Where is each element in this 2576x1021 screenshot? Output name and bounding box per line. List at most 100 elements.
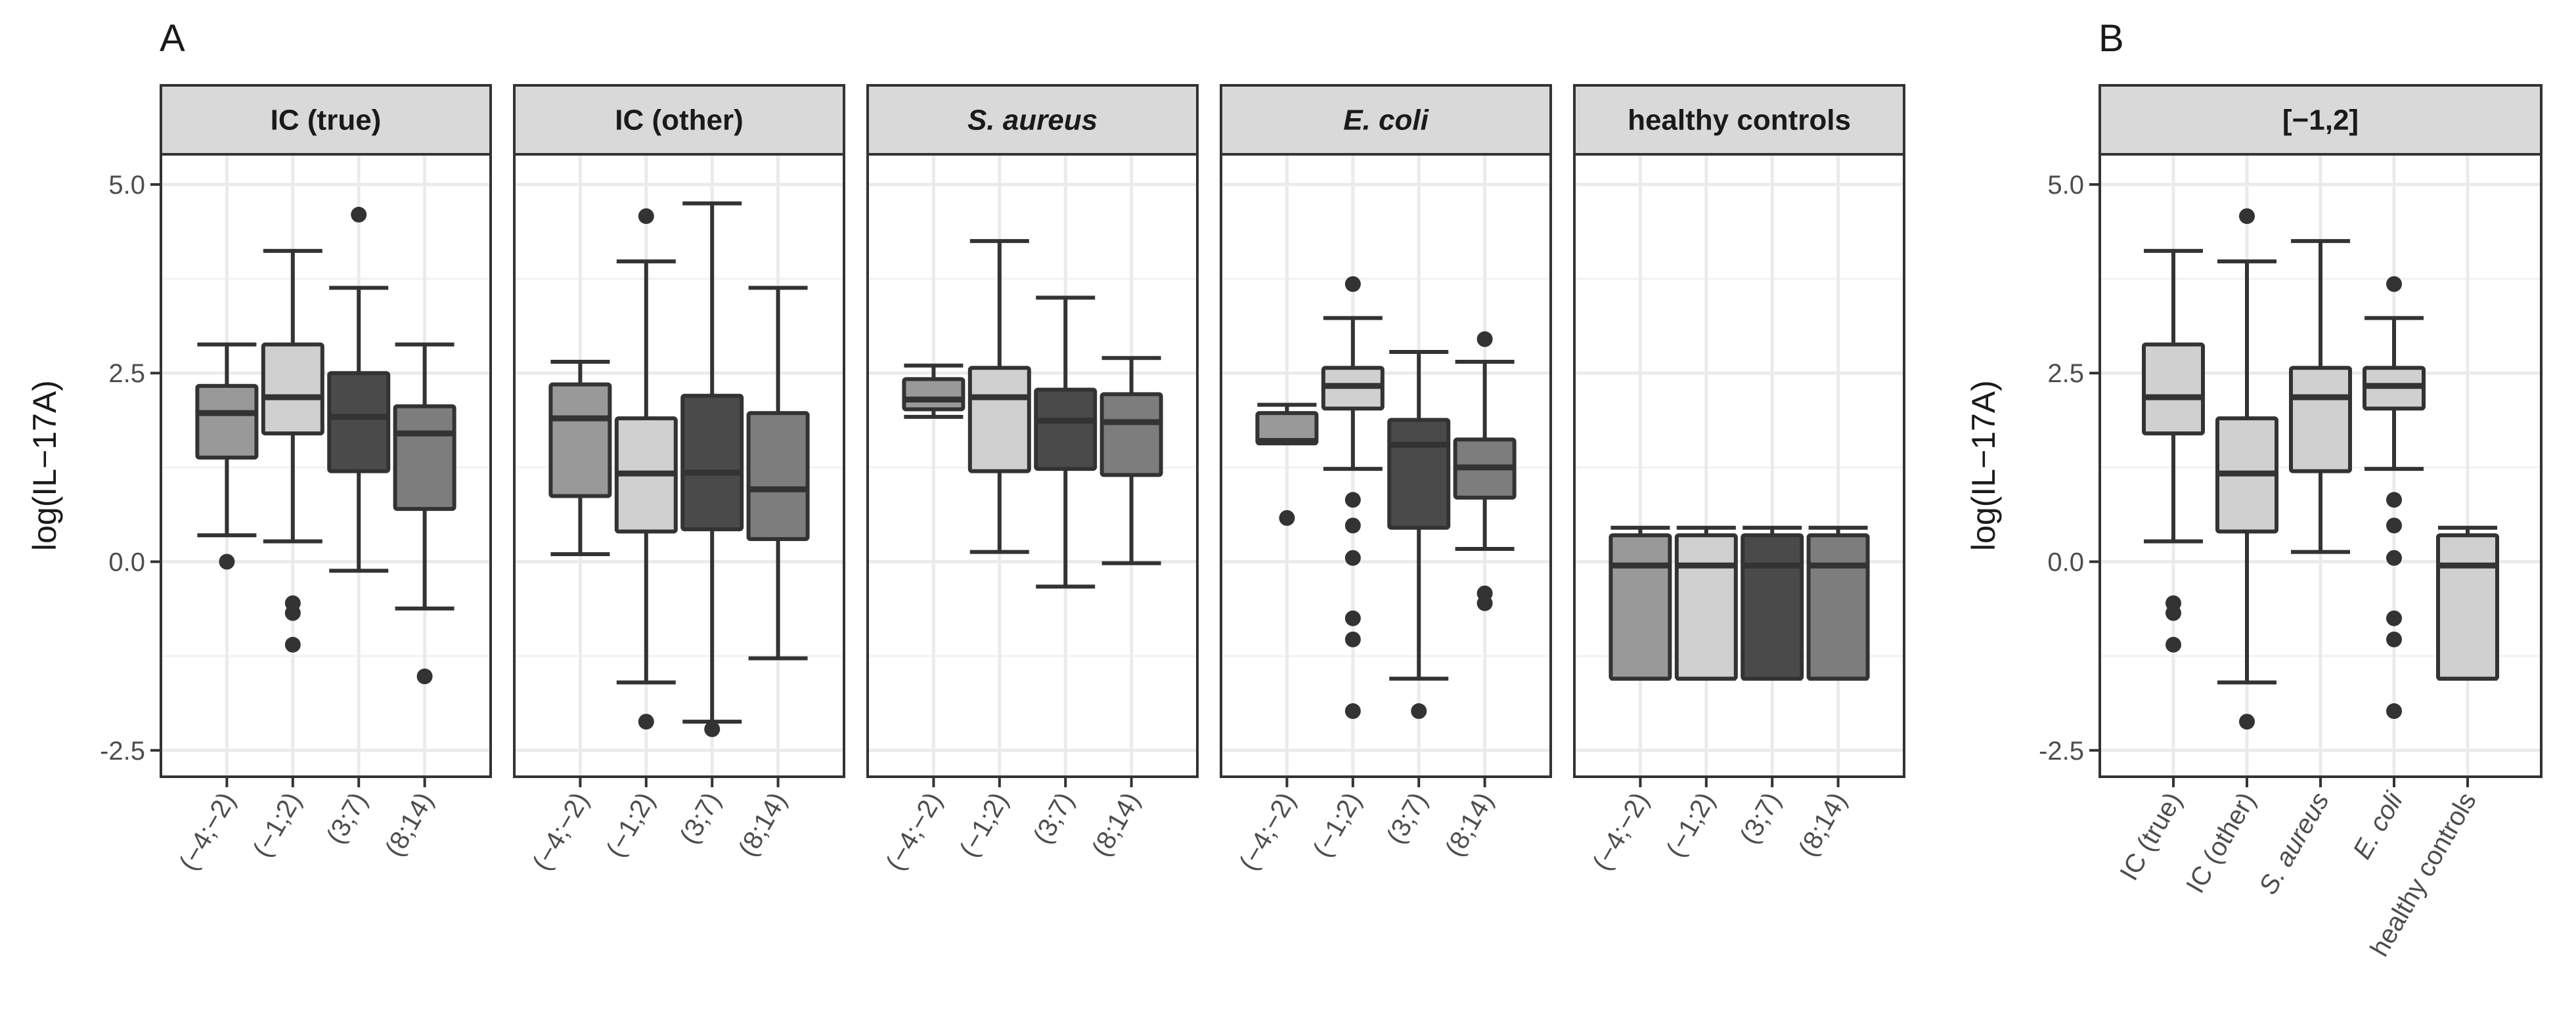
- panel-border: [1220, 153, 1552, 778]
- outlier-point: [2239, 714, 2255, 730]
- y-tick-label: -2.5: [100, 737, 145, 766]
- facet-title: healthy controls: [1628, 104, 1851, 137]
- facet-0: IC (true) (−4;−2) (−1;2) (3;7) (8;14): [160, 84, 492, 876]
- iqr-box: [1806, 533, 1870, 681]
- x-tick-label: (−4;−2): [1234, 787, 1302, 875]
- outlier-point: [1477, 595, 1493, 611]
- x-tick-label: (8;14): [1440, 788, 1499, 861]
- iqr-box: [393, 404, 456, 511]
- iqr-box: [746, 411, 810, 542]
- facet-strip: [1573, 84, 1905, 156]
- x-tick-label: IC (other): [2181, 788, 2261, 898]
- outlier-point: [2386, 550, 2402, 566]
- x-tick-label: (−1;2): [954, 788, 1014, 862]
- outlier-point: [351, 206, 367, 223]
- x-tick-label: E. coli: [2347, 787, 2409, 864]
- iqr-box: [1034, 387, 1098, 471]
- outlier-point: [1477, 331, 1493, 347]
- panel-a: AIC (true)(−4;−2) (−1;2) (3;7) (8;14)IC (ot…: [26, 17, 1905, 876]
- facet-title: [−1,2]: [2282, 104, 2359, 137]
- facet-4: healthy controls (−4;−2) (−1;2) (3;7) (8;14): [1573, 84, 1905, 876]
- x-tick-label: (−4;−2): [1588, 788, 1655, 876]
- outlier-point: [2386, 610, 2402, 626]
- x-tick-label: (−4;−2): [174, 788, 242, 876]
- y-tick-label: 0.0: [2047, 548, 2084, 577]
- outlier-point: [1344, 492, 1361, 508]
- outlier-point: [284, 636, 301, 653]
- outlier-point: [416, 668, 433, 685]
- panel-border: [160, 153, 492, 778]
- outlier-point: [2165, 636, 2181, 653]
- x-tick-label: (8;14): [1793, 788, 1852, 861]
- iqr-box: [1099, 392, 1163, 477]
- outlier-point: [1279, 510, 1295, 526]
- panel-border: [2099, 153, 2543, 778]
- outlier-point: [284, 605, 301, 621]
- y-tick-label: 5.0: [2047, 171, 2084, 200]
- panel-border: [1573, 153, 1905, 778]
- iqr-box: [1741, 533, 1804, 681]
- iqr-box: [680, 393, 744, 532]
- outlier-point: [1344, 276, 1361, 292]
- y-axis-title: log(IL−17A): [1965, 380, 2002, 551]
- outlier-point: [1344, 610, 1361, 626]
- x-tick-label: (3;7): [321, 788, 373, 849]
- outlier-point: [2386, 631, 2402, 647]
- facet-title: IC (true): [271, 104, 382, 137]
- iqr-box: [967, 366, 1031, 473]
- outlier-point: [1344, 550, 1361, 566]
- x-tick-label: (−1;2): [248, 788, 307, 862]
- y-tick-label: 5.0: [108, 171, 145, 200]
- facet-strip: [866, 84, 1199, 156]
- x-tick-label: (−4;−2): [527, 788, 595, 876]
- x-tick-label: (8;14): [733, 788, 792, 861]
- facet-1: IC (other) (−4;−2) (−1;2) (3;7) (8;14): [513, 84, 845, 876]
- iqr-box: [1674, 533, 1738, 681]
- facet-2: S. aureus (−4;−2) (−1;2) (3;7) (8;14): [866, 84, 1199, 876]
- x-tick-label: (3;7): [1028, 788, 1080, 849]
- facet-strip: [1220, 84, 1552, 156]
- x-tick-label: (3;7): [675, 788, 726, 849]
- outlier-point: [2386, 703, 2402, 720]
- x-tick-label: (−4;−2): [881, 788, 948, 876]
- panel-border: [513, 153, 845, 778]
- x-tick-label: (−1;2): [1661, 788, 1721, 862]
- y-tick-label: 2.5: [108, 359, 145, 388]
- iqr-box: [902, 377, 966, 412]
- panel-label-b: B: [2099, 17, 2124, 60]
- x-tick-label: (8;14): [380, 788, 439, 861]
- outlier-point: [219, 554, 235, 570]
- iqr-box: [195, 383, 259, 460]
- x-tick-label: S. aureus: [2254, 788, 2335, 900]
- panel-b: B [−1,2] IC (true)IC (other)S. aureus E. co…: [1965, 17, 2543, 961]
- outlier-point: [2165, 605, 2181, 621]
- iqr-box: [548, 382, 612, 498]
- outlier-point: [704, 721, 721, 737]
- outlier-point: [2239, 208, 2255, 225]
- panel-label-a: A: [160, 17, 185, 60]
- y-tick-label: -2.5: [2039, 737, 2084, 766]
- y-tick-label: 0.0: [108, 548, 145, 577]
- plot-background: [1574, 154, 1904, 777]
- facet-strip: [2099, 84, 2543, 156]
- x-tick-label: (3;7): [1381, 788, 1433, 849]
- iqr-box: [2436, 533, 2499, 681]
- iqr-box: [1609, 533, 1672, 681]
- iqr-box: [2289, 366, 2352, 473]
- outlier-point: [2386, 517, 2402, 534]
- outlier-point: [1344, 517, 1361, 534]
- y-axis-title: log(IL−17A): [26, 380, 63, 551]
- outlier-point: [1344, 703, 1361, 720]
- x-tick-label: (8;14): [1086, 788, 1145, 861]
- panel-border: [866, 153, 1199, 778]
- x-tick-label: (−1;2): [1308, 788, 1367, 862]
- y-tick-label: 2.5: [2047, 359, 2084, 388]
- outlier-point: [1411, 703, 1427, 720]
- facet-title: S. aureus: [967, 104, 1098, 137]
- outlier-point: [638, 208, 654, 225]
- iqr-box: [327, 371, 391, 473]
- outlier-point: [2386, 276, 2402, 292]
- outlier-point: [2386, 492, 2402, 508]
- facet-title: E. coli: [1343, 104, 1429, 137]
